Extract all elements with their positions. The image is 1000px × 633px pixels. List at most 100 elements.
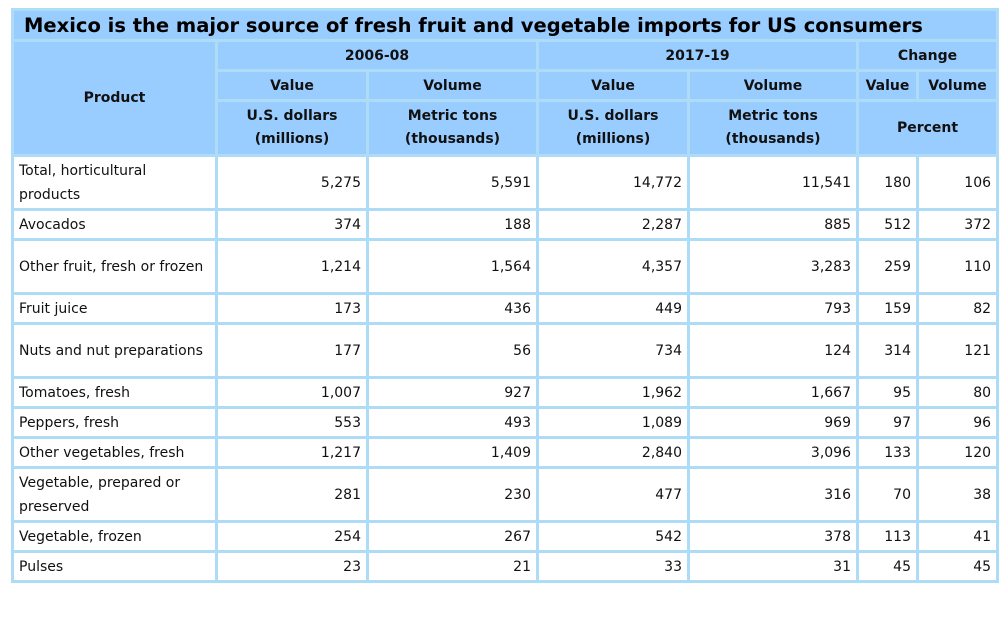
table-row: Tomatoes, fresh 1,007 927 1,962 1,667 95 80 — [11, 376, 1000, 409]
change-value: 314 — [856, 322, 919, 379]
product-cell: Other fruit, fresh or frozen — [11, 238, 218, 295]
period2-header: 2017-19 — [536, 39, 859, 72]
change-volume: 45 — [915, 550, 1000, 583]
volume-2006-08: 267 — [366, 520, 539, 553]
imports-table: Mexico is the major source of fresh frui… — [10, 8, 1000, 583]
table-row: Other fruit, fresh or frozen 1,214 1,564 4,… — [11, 238, 1000, 295]
change-header: Change — [855, 39, 1000, 72]
volume-2006-08: 56 — [366, 322, 539, 379]
unit-usd: U.S. dollars (millions) — [215, 99, 369, 157]
change-value: 97 — [856, 406, 919, 439]
period1-header: 2006-08 — [215, 39, 539, 72]
value-2006-08: 1,214 — [215, 238, 369, 295]
change-volume: 80 — [915, 376, 1000, 409]
value-2017-19: 1,089 — [536, 406, 690, 439]
change-volume: 106 — [915, 154, 1000, 211]
product-cell: Vegetable, frozen — [11, 520, 218, 553]
table-row: Pulses 23 21 33 31 45 45 — [11, 550, 1000, 583]
table-title: Mexico is the major source of fresh frui… — [10, 8, 1000, 42]
change-volume: 372 — [915, 208, 1000, 241]
unit-percent: Percent — [855, 99, 1000, 157]
table-row: Nuts and nut preparations 177 56 734 124 314 1… — [11, 322, 1000, 379]
product-cell: Total, horticultural products — [11, 154, 218, 211]
product-cell: Fruit juice — [11, 292, 218, 325]
value-2017-19: 734 — [536, 322, 690, 379]
change-value-header: Value — [856, 69, 919, 102]
product-cell: Peppers, fresh — [11, 406, 218, 439]
volume-2017-19: 1,667 — [687, 376, 859, 409]
change-volume: 110 — [915, 238, 1000, 295]
change-volume: 121 — [915, 322, 1000, 379]
value-2006-08: 5,275 — [215, 154, 369, 211]
volume-2006-08: 927 — [366, 376, 539, 409]
volume-2017-19: 378 — [687, 520, 859, 553]
volume-2017-19: 11,541 — [687, 154, 859, 211]
change-value: 259 — [856, 238, 919, 295]
volume-2017-19: 885 — [687, 208, 859, 241]
change-value: 45 — [856, 550, 919, 583]
value-2017-19: 477 — [536, 466, 690, 523]
volume-2006-08: 21 — [366, 550, 539, 583]
change-value: 180 — [856, 154, 919, 211]
unit-metric-tons: Metric tons (thousands) — [687, 99, 859, 157]
value-2006-08: 281 — [215, 466, 369, 523]
change-value: 95 — [856, 376, 919, 409]
value-2017-19: 2,840 — [536, 436, 690, 469]
value-2006-08: 374 — [215, 208, 369, 241]
volume-header: Volume — [687, 69, 859, 102]
product-cell: Pulses — [11, 550, 218, 583]
value-2006-08: 177 — [215, 322, 369, 379]
value-2017-19: 449 — [536, 292, 690, 325]
value-2006-08: 173 — [215, 292, 369, 325]
volume-2017-19: 124 — [687, 322, 859, 379]
change-value: 70 — [856, 466, 919, 523]
change-value: 133 — [856, 436, 919, 469]
table-row: Other vegetables, fresh 1,217 1,409 2,840 3,… — [11, 436, 1000, 469]
value-2006-08: 1,217 — [215, 436, 369, 469]
value-2017-19: 4,357 — [536, 238, 690, 295]
value-2017-19: 1,962 — [536, 376, 690, 409]
value-header: Value — [215, 69, 369, 102]
change-volume: 82 — [915, 292, 1000, 325]
unit-metric-tons: Metric tons (thousands) — [366, 99, 539, 157]
volume-2017-19: 3,283 — [687, 238, 859, 295]
volume-2017-19: 31 — [687, 550, 859, 583]
table-row: Vegetable, frozen 254 267 542 378 113 41 — [11, 520, 1000, 553]
change-volume: 38 — [915, 466, 1000, 523]
value-2006-08: 1,007 — [215, 376, 369, 409]
change-volume: 41 — [915, 520, 1000, 553]
volume-2006-08: 1,409 — [366, 436, 539, 469]
volume-2017-19: 3,096 — [687, 436, 859, 469]
product-header: Product — [11, 39, 218, 157]
product-cell: Other vegetables, fresh — [11, 436, 218, 469]
value-2017-19: 14,772 — [536, 154, 690, 211]
value-2017-19: 33 — [536, 550, 690, 583]
volume-2006-08: 436 — [366, 292, 539, 325]
change-volume: 96 — [915, 406, 1000, 439]
volume-2017-19: 793 — [687, 292, 859, 325]
unit-usd: U.S. dollars (millions) — [536, 99, 690, 157]
value-2017-19: 2,287 — [536, 208, 690, 241]
volume-2017-19: 316 — [687, 466, 859, 523]
change-volume-header: Volume — [915, 69, 1000, 102]
volume-2006-08: 230 — [366, 466, 539, 523]
volume-2006-08: 1,564 — [366, 238, 539, 295]
volume-2006-08: 493 — [366, 406, 539, 439]
product-cell: Nuts and nut preparations — [11, 322, 218, 379]
volume-header: Volume — [366, 69, 539, 102]
table-row: Total, horticultural products 5,275 5,591 1… — [11, 154, 1000, 211]
change-value: 159 — [856, 292, 919, 325]
value-2006-08: 23 — [215, 550, 369, 583]
product-cell: Tomatoes, fresh — [11, 376, 218, 409]
table-row: Vegetable, prepared or preserved 281 230 47… — [11, 466, 1000, 523]
value-2006-08: 553 — [215, 406, 369, 439]
value-2006-08: 254 — [215, 520, 369, 553]
change-volume: 120 — [915, 436, 1000, 469]
change-value: 113 — [856, 520, 919, 553]
table-row: Avocados 374 188 2,287 885 512 372 — [11, 208, 1000, 241]
product-cell: Vegetable, prepared or preserved — [11, 466, 218, 523]
table-body: Total, horticultural products 5,275 5,591 1… — [11, 154, 1000, 583]
volume-2006-08: 5,591 — [366, 154, 539, 211]
product-cell: Avocados — [11, 208, 218, 241]
table-row: Peppers, fresh 553 493 1,089 969 97 96 — [11, 406, 1000, 439]
